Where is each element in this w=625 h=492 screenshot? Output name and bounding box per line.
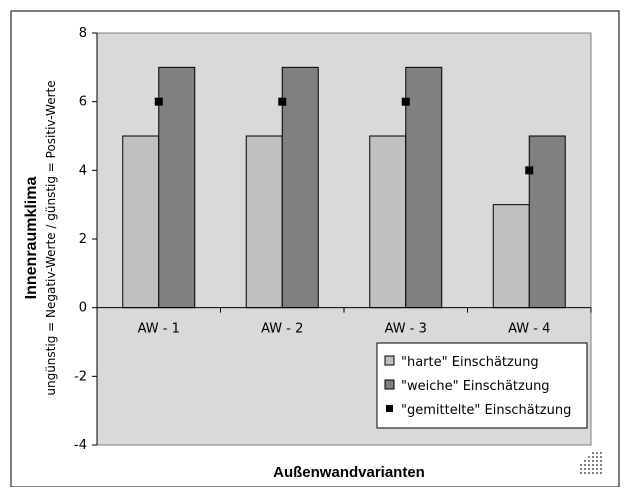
dot-pattern-dot bbox=[600, 472, 602, 474]
dot-pattern-dot bbox=[588, 468, 590, 470]
dot-pattern-dot bbox=[584, 464, 586, 466]
x-axis-label: Außenwandvarianten bbox=[273, 464, 425, 481]
bar-weiche bbox=[405, 66, 443, 309]
dot-pattern-dot bbox=[596, 464, 598, 466]
legend-swatch bbox=[384, 355, 395, 366]
legend-swatch bbox=[384, 379, 395, 390]
dot-pattern-dot bbox=[584, 468, 586, 470]
y-tick-label: 8 bbox=[79, 26, 87, 41]
bar-weiche bbox=[528, 135, 566, 309]
dot-pattern-dot bbox=[588, 460, 590, 462]
legend-box bbox=[376, 342, 588, 429]
dot-pattern-dot bbox=[596, 460, 598, 462]
dot-pattern-dot bbox=[588, 456, 590, 458]
dot-pattern-dot bbox=[592, 452, 594, 454]
dot-pattern-dot bbox=[580, 464, 582, 466]
dot-pattern-dot bbox=[600, 464, 602, 466]
dot-pattern-dot bbox=[600, 468, 602, 470]
dot-pattern-dot bbox=[580, 468, 582, 470]
dot-pattern-dot bbox=[596, 468, 598, 470]
dot-pattern-dot bbox=[592, 468, 594, 470]
y-tick-label: -4 bbox=[74, 438, 87, 453]
dot-pattern-dot bbox=[596, 472, 598, 474]
dot-pattern-dot bbox=[600, 460, 602, 462]
x-category-label: AW - 1 bbox=[138, 322, 180, 337]
bar-harte bbox=[245, 135, 283, 309]
y-axis-label: Innenraumklima bbox=[23, 177, 40, 300]
dot-pattern-dot bbox=[588, 472, 590, 474]
legend-marker bbox=[386, 405, 393, 412]
bar-harte bbox=[492, 204, 530, 309]
x-category-label: AW - 2 bbox=[261, 322, 303, 337]
dot-pattern-dot bbox=[600, 456, 602, 458]
bar-harte bbox=[122, 135, 160, 309]
dot-pattern-dot bbox=[596, 452, 598, 454]
y-tick-label: 0 bbox=[79, 301, 87, 316]
legend: "harte" Einschätzung "weiche" Einschätzun… bbox=[376, 342, 588, 429]
bar-harte bbox=[369, 135, 407, 309]
legend-label: "harte" Einschätzung bbox=[401, 355, 539, 370]
bar-weiche bbox=[158, 66, 196, 309]
y-tick-label: 2 bbox=[79, 232, 87, 247]
y-tick-label: -2 bbox=[74, 369, 87, 384]
dot-pattern-dot bbox=[596, 456, 598, 458]
dot-pattern-dot bbox=[592, 460, 594, 462]
dot-pattern-dot bbox=[584, 472, 586, 474]
bar-weiche bbox=[281, 66, 319, 309]
y-tick-label: 4 bbox=[79, 163, 87, 178]
marker-gemittelte bbox=[525, 166, 534, 175]
dot-pattern-dot bbox=[592, 456, 594, 458]
dot-pattern-dot bbox=[584, 460, 586, 462]
legend-label: "weiche" Einschätzung bbox=[401, 379, 550, 394]
dot-pattern-icon bbox=[580, 452, 602, 474]
y-tick-label: 6 bbox=[79, 95, 87, 110]
dot-pattern-dot bbox=[600, 452, 602, 454]
marker-gemittelte bbox=[154, 97, 163, 106]
y-axis-sublabel: ungünstig = Negativ-Werte / günstig = Po… bbox=[44, 80, 58, 395]
dot-pattern-dot bbox=[580, 472, 582, 474]
x-category-label: AW - 3 bbox=[385, 322, 427, 337]
dot-pattern-dot bbox=[592, 464, 594, 466]
legend-label: "gemittelte" Einschätzung bbox=[401, 403, 571, 418]
x-category-label: AW - 4 bbox=[508, 322, 550, 337]
marker-gemittelte bbox=[278, 97, 287, 106]
dot-pattern-dot bbox=[592, 472, 594, 474]
dot-pattern-dot bbox=[588, 464, 590, 466]
marker-gemittelte bbox=[401, 97, 410, 106]
